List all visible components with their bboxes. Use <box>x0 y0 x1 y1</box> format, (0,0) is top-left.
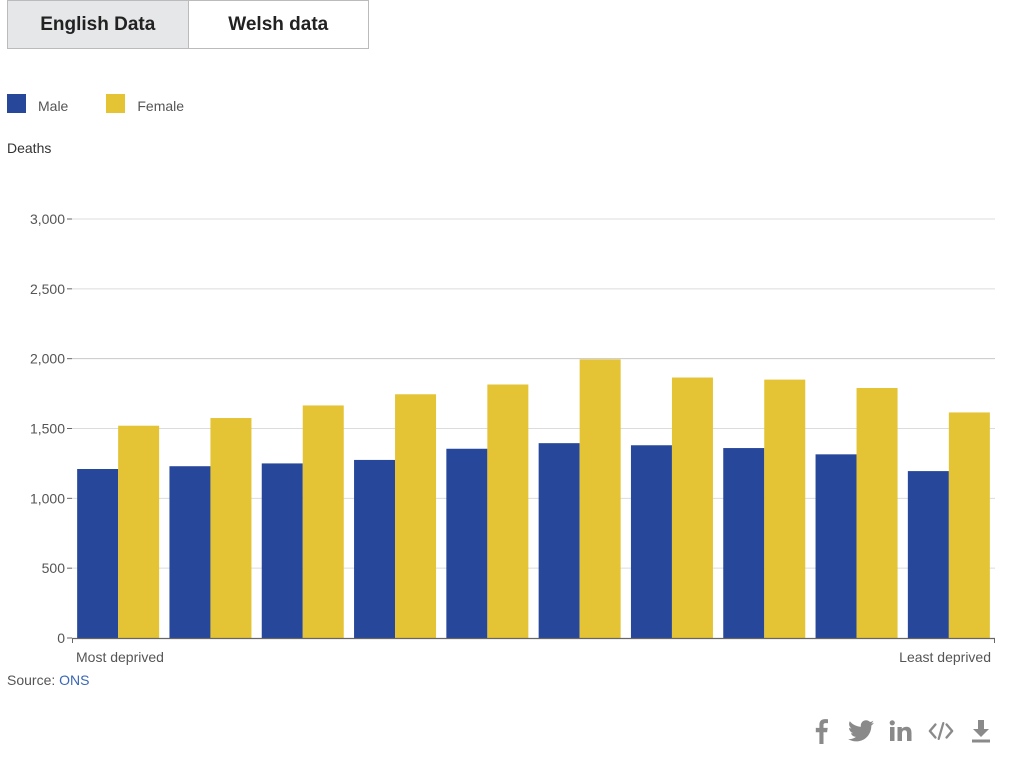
y-tick-label: 500 <box>42 560 66 576</box>
y-tick-label: 2,000 <box>30 351 65 367</box>
bar-female-3 <box>302 405 344 638</box>
bar-male-7 <box>630 445 672 638</box>
bar-male-6 <box>538 443 580 638</box>
y-tick-label: 3,000 <box>30 211 65 227</box>
download-icon[interactable] <box>968 716 994 746</box>
bar-male-5 <box>446 448 488 638</box>
bar-female-2 <box>210 418 252 638</box>
linkedin-icon[interactable] <box>888 716 914 746</box>
bar-male-10 <box>907 471 949 638</box>
bar-male-3 <box>261 463 303 638</box>
share-toolbar <box>808 716 994 746</box>
facebook-icon[interactable] <box>808 716 834 746</box>
chart-legend: Male Female <box>7 94 222 115</box>
bar-female-7 <box>671 377 713 638</box>
legend-item-male[interactable]: Male <box>7 94 69 115</box>
bar-female-9 <box>856 387 898 638</box>
bar-male-9 <box>815 454 857 638</box>
x-label-least-deprived: Least deprived <box>899 649 991 665</box>
bar-female-8 <box>764 379 806 638</box>
tab-welsh-data[interactable]: Welsh data <box>187 1 368 48</box>
y-tick-label: 2,500 <box>30 281 65 297</box>
bar-male-8 <box>723 448 765 638</box>
bar-female-10 <box>948 412 990 638</box>
bar-female-6 <box>579 359 621 638</box>
source-note: Source: ONS <box>7 672 89 688</box>
y-axis-title: Deaths <box>7 140 52 156</box>
source-prefix: Source: <box>7 672 60 688</box>
bar-female-4 <box>395 394 437 638</box>
y-tick-label: 1,500 <box>30 421 65 437</box>
legend-swatch-female <box>106 94 126 113</box>
embed-icon[interactable] <box>928 716 954 746</box>
bar-male-2 <box>169 466 211 638</box>
bar-female-5 <box>487 384 529 638</box>
data-tabs: English Data Welsh data <box>7 0 369 49</box>
legend-label-female: Female <box>137 97 185 114</box>
y-tick-label: 0 <box>57 630 65 646</box>
y-tick-label: 1,000 <box>30 490 65 506</box>
bar-female-1 <box>118 425 160 638</box>
bar-chart: 0 500 1,000 1,500 2,000 2,500 3,000 Most depriv… <box>30 211 995 665</box>
source-link[interactable]: ONS <box>59 672 90 688</box>
twitter-icon[interactable] <box>848 716 874 746</box>
legend-item-female[interactable]: Female <box>106 94 185 115</box>
bar-male-1 <box>77 469 119 638</box>
legend-swatch-male <box>7 94 26 113</box>
legend-label-male: Male <box>38 97 69 114</box>
x-label-most-deprived: Most deprived <box>76 649 164 665</box>
tab-english-data[interactable]: English Data <box>8 1 188 48</box>
bar-male-4 <box>354 459 396 638</box>
